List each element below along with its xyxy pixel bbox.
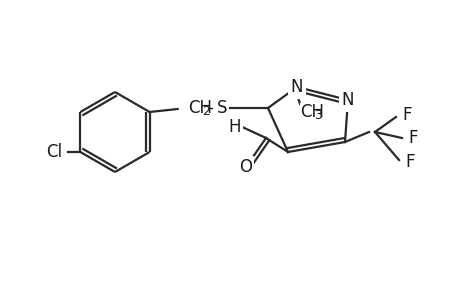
Text: F: F: [404, 153, 414, 171]
Text: CH: CH: [187, 99, 211, 117]
Text: CH: CH: [299, 103, 323, 121]
Text: O: O: [239, 158, 252, 176]
Text: -: -: [207, 99, 213, 117]
Text: N: N: [290, 78, 302, 96]
Text: 2: 2: [201, 104, 209, 118]
Text: H: H: [228, 118, 241, 136]
Text: 3: 3: [313, 109, 321, 122]
Text: S: S: [216, 99, 226, 117]
Text: F: F: [407, 129, 417, 147]
Text: F: F: [401, 106, 411, 124]
Text: Cl: Cl: [46, 143, 62, 161]
Text: N: N: [341, 91, 353, 109]
